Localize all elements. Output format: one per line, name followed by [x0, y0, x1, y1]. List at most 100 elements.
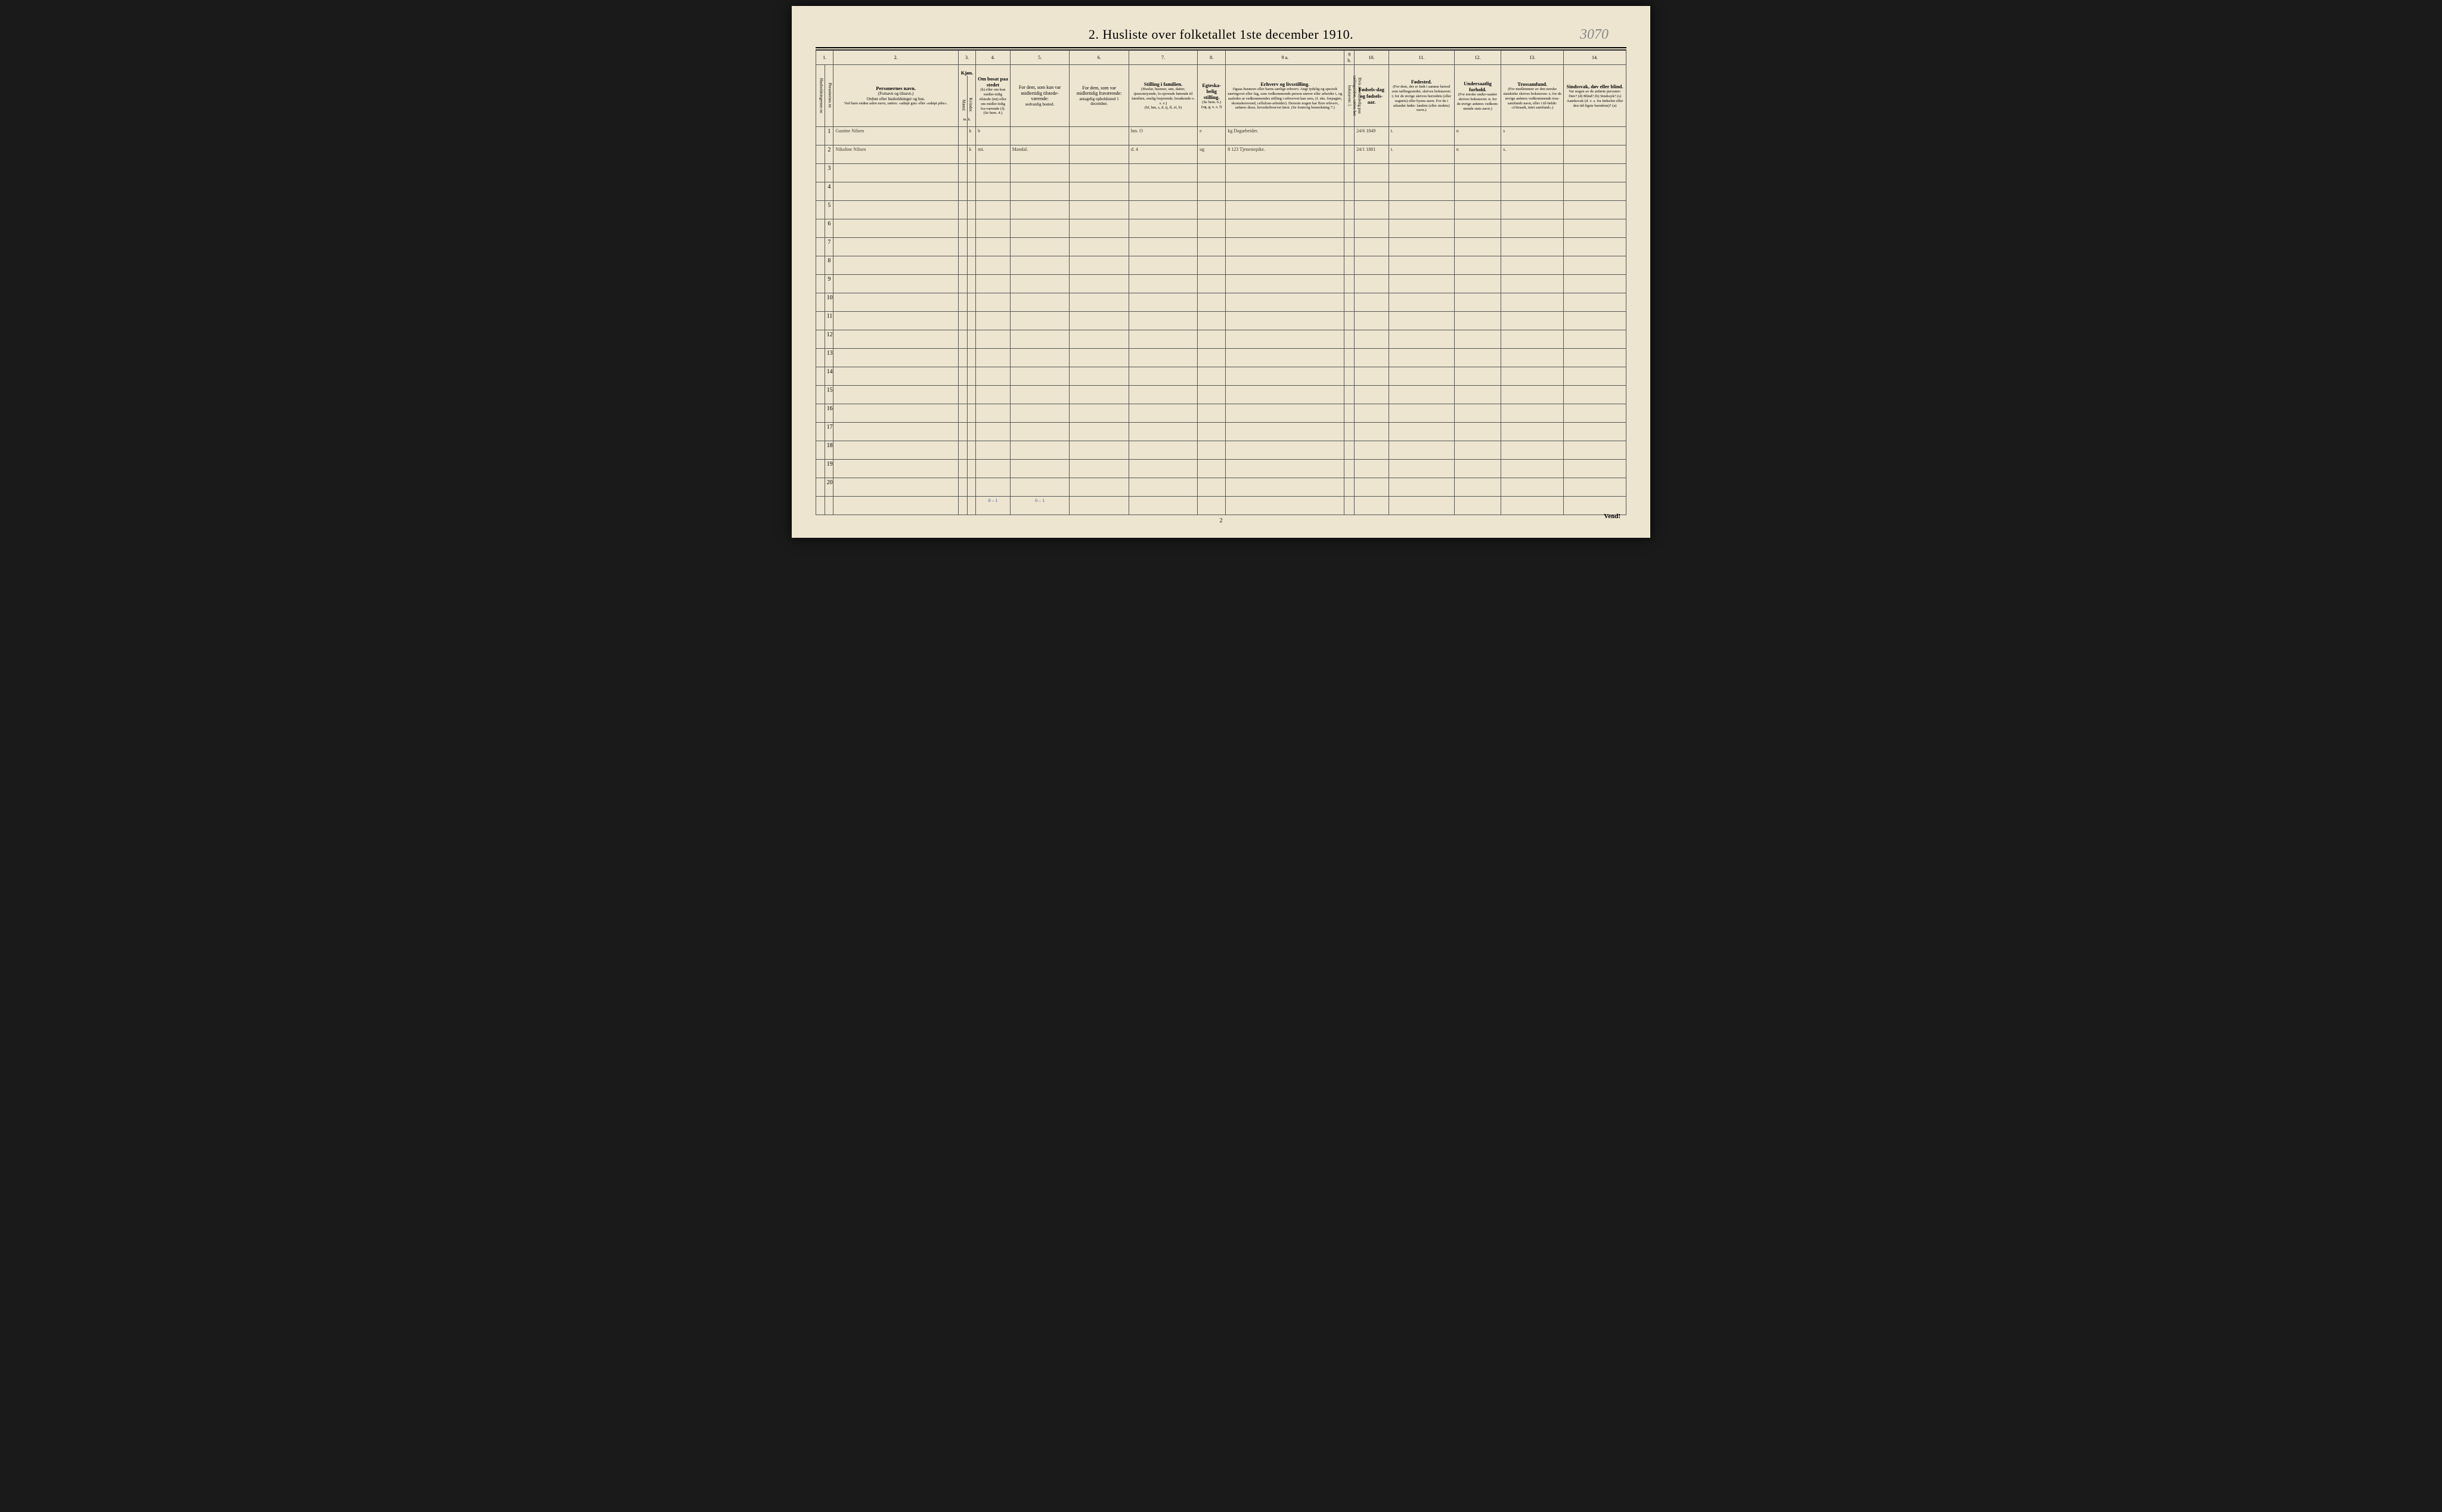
empty-cell: [1070, 219, 1129, 238]
empty-cell: [833, 164, 959, 182]
table-row: 5: [816, 201, 1626, 219]
empty-cell: [1344, 423, 1355, 441]
empty-cell: [1198, 275, 1226, 293]
empty-cell: [1454, 238, 1501, 256]
empty-cell: [1198, 423, 1226, 441]
empty-cell: [1129, 460, 1197, 478]
empty-cell: [833, 256, 959, 275]
empty-cell: [1389, 275, 1454, 293]
household-nr: [816, 423, 825, 441]
empty-cell: [976, 275, 1011, 293]
empty-cell: [1564, 293, 1626, 312]
empty-cell: [1501, 460, 1564, 478]
empty-cell: [967, 275, 976, 293]
cell-religion: s.: [1501, 145, 1564, 164]
empty-cell: [833, 238, 959, 256]
empty-cell: [1454, 441, 1501, 460]
empty-cell: [1389, 478, 1454, 497]
empty-cell: [1129, 201, 1197, 219]
empty-cell: [1198, 312, 1226, 330]
empty-cell: [967, 404, 976, 423]
empty-cell: [976, 238, 1011, 256]
empty-cell: [1198, 349, 1226, 367]
empty-cell: [1070, 330, 1129, 349]
empty-cell: [1501, 201, 1564, 219]
empty-cell: [1564, 441, 1626, 460]
empty-cell: [1355, 386, 1389, 404]
household-nr: [816, 349, 825, 367]
empty-cell: [1129, 404, 1197, 423]
empty-cell: [1226, 256, 1344, 275]
empty-cell: [976, 404, 1011, 423]
empty-cell: [958, 404, 967, 423]
person-nr: 19: [825, 460, 833, 478]
header-description-row: Husholdningernes nr. Personernes nr. Per…: [816, 65, 1626, 127]
empty-cell: [1501, 275, 1564, 293]
empty-cell: [833, 386, 959, 404]
empty-cell: [967, 330, 976, 349]
empty-cell: [1129, 293, 1197, 312]
empty-cell: [976, 349, 1011, 367]
empty-cell: [1454, 386, 1501, 404]
empty-cell: [1564, 478, 1626, 497]
empty-cell: [1564, 164, 1626, 182]
turn-over-label: Vend!: [1604, 513, 1620, 520]
cell-resident: mt.: [976, 145, 1011, 164]
cell-occupation: 8 123 Tjenestepike.: [1226, 145, 1344, 164]
empty-cell: [1070, 201, 1129, 219]
empty-cell: [1344, 441, 1355, 460]
household-nr: [816, 367, 825, 386]
empty-cell: [1501, 312, 1564, 330]
empty-cell: [1501, 182, 1564, 201]
empty-cell: [833, 441, 959, 460]
cell-nationality: n: [1454, 145, 1501, 164]
empty-cell: [1355, 238, 1389, 256]
empty-cell: [1344, 386, 1355, 404]
empty-cell: [1010, 441, 1070, 460]
empty-cell: [958, 349, 967, 367]
cell-sex-k: k: [967, 145, 976, 164]
empty-cell: [1129, 164, 1197, 182]
empty-cell: [833, 219, 959, 238]
empty-cell: [1010, 219, 1070, 238]
empty-cell: [976, 312, 1011, 330]
colnum-3: 3.: [958, 51, 975, 65]
empty-cell: [833, 367, 959, 386]
empty-cell: [1070, 349, 1129, 367]
empty-cell: [1070, 367, 1129, 386]
empty-cell: [1010, 367, 1070, 386]
empty-cell: [1355, 367, 1389, 386]
empty-cell: [1010, 201, 1070, 219]
empty-cell: [833, 423, 959, 441]
empty-cell: [976, 441, 1011, 460]
empty-cell: [1129, 423, 1197, 441]
empty-cell: [1198, 182, 1226, 201]
table-row: 17: [816, 423, 1626, 441]
empty-cell: [1355, 256, 1389, 275]
cell-family-position: d. 4: [1129, 145, 1197, 164]
colnum-7: 7.: [1129, 51, 1197, 65]
empty-cell: [1129, 182, 1197, 201]
empty-cell: [967, 182, 976, 201]
colnum-13: 13.: [1501, 51, 1564, 65]
empty-cell: [1501, 349, 1564, 367]
empty-cell: [1501, 256, 1564, 275]
cell-marital: ug: [1198, 145, 1226, 164]
table-body: 1Gustine Nilsenkbhm. Oekg Dagarbeider.24…: [816, 127, 1626, 515]
empty-cell: [958, 182, 967, 201]
empty-cell: [1198, 330, 1226, 349]
table-row: 3: [816, 164, 1626, 182]
hdr-temp-absent: For dem, som var midlertidig fraværende:…: [1070, 65, 1129, 127]
column-number-row: 1. 2. 3. 4. 5. 6. 7. 8. 9 a. 9 b. 10. 11…: [816, 51, 1626, 65]
empty-cell: [1010, 386, 1070, 404]
cell-workless: [1344, 145, 1355, 164]
table-row: 9: [816, 275, 1626, 293]
cell-temp-absent: [1070, 127, 1129, 145]
empty-cell: [1501, 441, 1564, 460]
cell-name: Nikoline Nilsen: [833, 145, 959, 164]
empty-cell: [1226, 330, 1344, 349]
empty-cell: [1010, 478, 1070, 497]
household-nr: [816, 164, 825, 182]
empty-cell: [1501, 219, 1564, 238]
household-nr: [816, 275, 825, 293]
